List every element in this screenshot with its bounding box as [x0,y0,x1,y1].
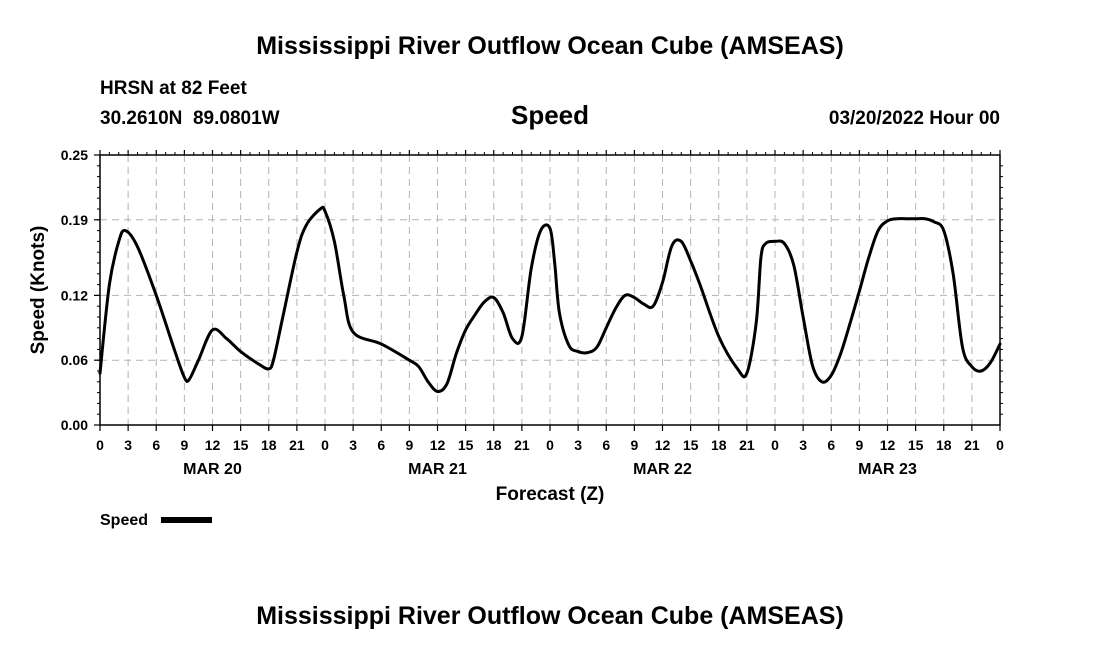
x-tick-label: 6 [602,437,610,453]
x-tick-label: 18 [711,437,727,453]
x-tick-label: 12 [205,437,221,453]
x-tick-label: 3 [124,437,132,453]
x-tick-label: 9 [405,437,413,453]
station-label: HRSN at 82 Feet [100,78,247,99]
x-tick-label: 15 [683,437,699,453]
coordinates-label: 30.2610N 89.0801W [100,108,280,129]
x-tick-label: 9 [630,437,638,453]
x-tick-label: 15 [233,437,249,453]
legend: Speed [100,512,212,529]
day-label: MAR 23 [858,461,917,478]
grid-lines [100,155,1000,425]
x-axis-title: Forecast (Z) [496,484,605,505]
variable-label: Speed [511,100,589,130]
x-tick-label: 6 [152,437,160,453]
x-tick-label: 0 [321,437,329,453]
x-tick-label: 12 [430,437,446,453]
x-tick-label: 9 [855,437,863,453]
x-tick-label: 3 [799,437,807,453]
x-tick-label: 0 [996,437,1004,453]
x-tick-label: 15 [908,437,924,453]
x-tick-label: 12 [655,437,671,453]
y-tick-label: 0.00 [61,417,88,433]
speed-series-line [98,205,1002,394]
legend-swatch [161,517,212,523]
x-tick-label: 21 [964,437,980,453]
x-tick-label: 6 [827,437,835,453]
x-tick-label: 18 [486,437,502,453]
x-tick-label: 3 [349,437,357,453]
x-tick-label: 18 [261,437,277,453]
y-axis-ticks: 0.00 0.06 0.12 0.19 0.25 [61,147,1003,433]
x-tick-label: 9 [180,437,188,453]
x-tick-label: 0 [546,437,554,453]
footer-title: Mississippi River Outflow Ocean Cube (AM… [256,602,844,630]
y-axis-title: Speed (Knots) [28,226,49,355]
x-tick-label: 21 [289,437,305,453]
y-tick-label: 0.25 [61,147,88,163]
x-tick-label: 0 [771,437,779,453]
x-tick-label: 21 [739,437,755,453]
y-tick-label: 0.06 [61,352,88,368]
y-tick-label: 0.19 [61,212,88,228]
legend-label: Speed [100,512,148,529]
x-tick-label: 18 [936,437,952,453]
day-label: MAR 20 [183,461,242,478]
series-layer [98,205,1002,394]
day-label: MAR 22 [633,461,692,478]
x-tick-label: 21 [514,437,530,453]
y-tick-label: 0.12 [61,287,88,303]
x-tick-label: 6 [377,437,385,453]
x-tick-label: 3 [574,437,582,453]
plot-frame [99,154,1001,426]
day-label: MAR 21 [408,461,467,478]
x-tick-label: 12 [880,437,896,453]
datetime-label: 03/20/2022 Hour 00 [829,108,1000,129]
chart-title: Mississippi River Outflow Ocean Cube (AM… [256,32,844,60]
x-axis-ticks: 0 3 6 9 12 15 18 21 0 3 6 9 12 15 18 21 0 3 6 9 12 15 18 21 0 3 6 9… [96,150,1004,478]
x-tick-label: 15 [458,437,474,453]
x-tick-label: 0 [96,437,104,453]
